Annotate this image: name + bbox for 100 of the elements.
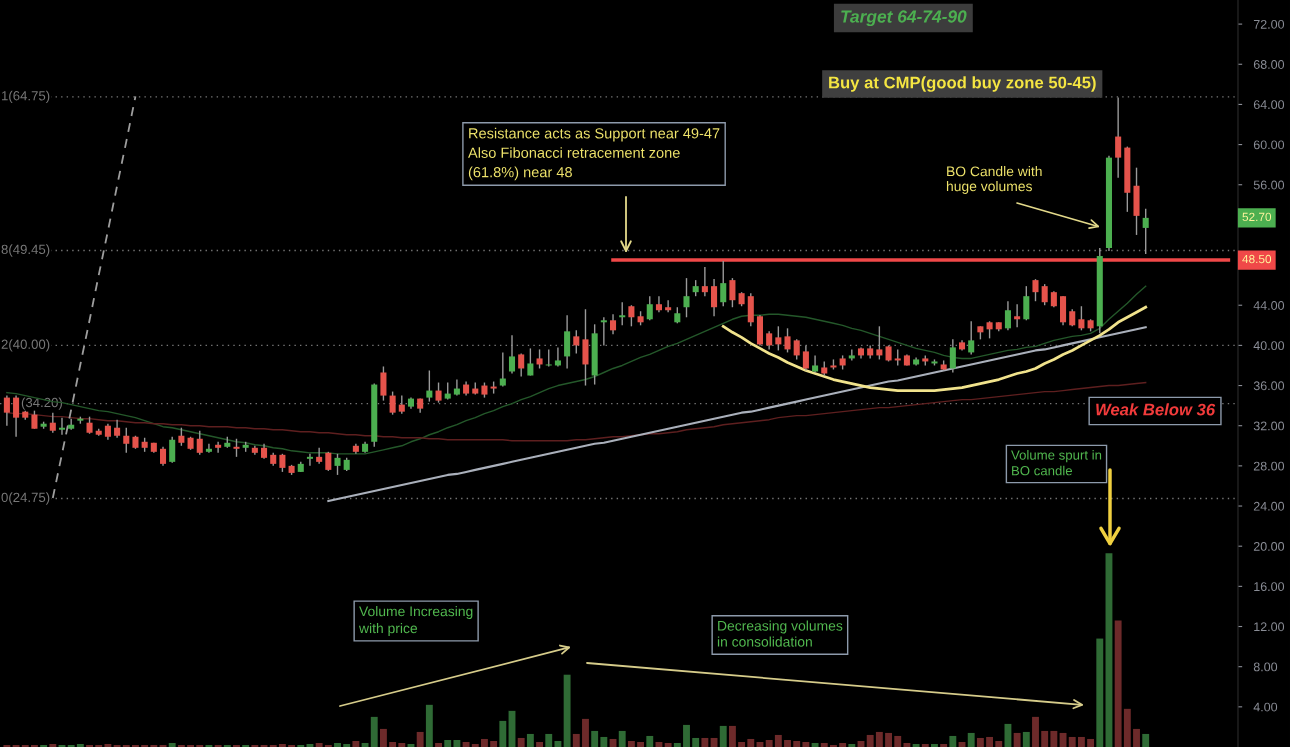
candlestick xyxy=(812,354,819,374)
bar xyxy=(1114,620,1122,747)
bar xyxy=(692,737,700,747)
y-tick-label: 8.00 xyxy=(1253,662,1278,672)
candlestick xyxy=(1115,96,1122,179)
candlestick xyxy=(573,329,580,355)
candlestick xyxy=(775,325,782,352)
bar xyxy=(1087,738,1095,747)
bar xyxy=(949,735,957,747)
bar xyxy=(976,737,984,747)
bar xyxy=(315,742,323,747)
bar xyxy=(1004,723,1012,747)
bar xyxy=(379,728,387,747)
bar xyxy=(1142,733,1150,747)
bar xyxy=(848,743,856,747)
annotation: Volume Increasing with price xyxy=(358,606,473,636)
y-tick-label: 16.00 xyxy=(1254,582,1285,592)
bar xyxy=(875,731,883,747)
bar xyxy=(187,744,195,747)
candlestick xyxy=(398,394,405,415)
y-tick-label: 60.00 xyxy=(1253,140,1285,150)
candlestick xyxy=(159,446,167,467)
candlestick xyxy=(279,453,286,473)
y-tick-label: 36.00 xyxy=(1253,381,1285,391)
annotation: BO Candle with huge volumes xyxy=(946,166,1042,194)
candlestick xyxy=(508,334,516,375)
bar xyxy=(1032,716,1039,747)
candlestick xyxy=(435,381,442,404)
candlestick xyxy=(720,260,727,307)
candlestick xyxy=(655,295,662,313)
candlestick xyxy=(499,351,506,388)
candlestick xyxy=(876,325,883,361)
bar xyxy=(931,743,938,747)
bar xyxy=(269,744,277,747)
bar xyxy=(1013,732,1021,747)
candlestick xyxy=(711,278,718,317)
candlestick xyxy=(49,411,56,434)
candlestick xyxy=(1142,208,1149,255)
candlestick xyxy=(215,441,222,454)
annotation: Buy at CMP(good buy zone 50-45) xyxy=(829,76,1096,92)
candlestick xyxy=(968,320,975,356)
bar xyxy=(104,743,112,747)
candlestick xyxy=(325,451,332,472)
bar xyxy=(536,741,543,747)
bar xyxy=(912,743,920,747)
bar xyxy=(416,731,424,747)
bar xyxy=(885,732,892,747)
annotation: Decreasing volumes in consolidation xyxy=(717,620,843,647)
ref-line-label: 8(49.45) xyxy=(1,244,50,257)
candlestick xyxy=(554,346,561,368)
bar xyxy=(1096,638,1104,747)
bar xyxy=(1123,708,1131,747)
bar xyxy=(288,744,296,747)
bar xyxy=(995,740,1003,747)
candlestick xyxy=(784,327,791,354)
bar xyxy=(278,743,286,747)
bar xyxy=(40,744,48,747)
candlestick xyxy=(1078,305,1085,332)
bar xyxy=(866,734,874,747)
y-tick-label: 64.00 xyxy=(1253,100,1285,110)
bar xyxy=(95,744,103,747)
ref-line-label: 0(24.75) xyxy=(1,492,50,505)
bar xyxy=(517,737,525,747)
candlestick xyxy=(1041,283,1048,306)
y-tick-label: 56.00 xyxy=(1253,180,1285,190)
bar xyxy=(1050,730,1058,747)
bar xyxy=(389,741,397,747)
candlestick xyxy=(793,338,800,361)
candlestick xyxy=(766,330,773,351)
bar xyxy=(572,733,580,747)
bar xyxy=(830,744,837,747)
ref-line-label: (34.20) xyxy=(21,397,62,410)
bar xyxy=(793,740,801,747)
bar xyxy=(113,744,121,747)
bar xyxy=(444,739,452,747)
bar xyxy=(664,742,672,747)
bar xyxy=(582,718,589,747)
bar xyxy=(701,737,709,747)
line-series xyxy=(721,305,1148,392)
candlestick xyxy=(68,417,75,431)
candlestick xyxy=(426,369,433,403)
candlestick xyxy=(334,453,341,476)
candlestick xyxy=(665,299,672,313)
bar xyxy=(31,744,38,747)
annotation: Volume spurt in BO candle xyxy=(1011,450,1102,476)
bar xyxy=(122,744,130,747)
bar xyxy=(141,744,149,747)
bar xyxy=(481,738,488,747)
candlestick xyxy=(31,409,38,430)
bar xyxy=(67,744,75,747)
bar xyxy=(940,743,948,747)
bar xyxy=(820,742,828,747)
candlestick xyxy=(169,436,176,464)
bar xyxy=(526,733,534,747)
candlestick xyxy=(527,347,534,377)
bar xyxy=(600,736,608,747)
annotation: Target 64-74-90 xyxy=(841,10,967,27)
candlestick xyxy=(600,316,607,347)
y-tick-label: 4.00 xyxy=(1253,702,1278,712)
candlestick xyxy=(114,418,121,439)
